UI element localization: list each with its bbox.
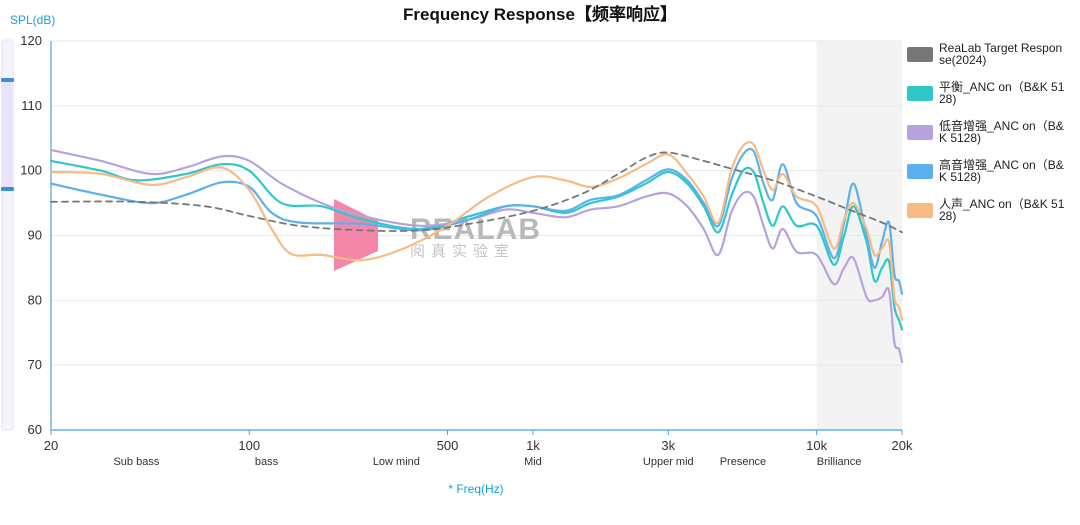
band-label: Upper mid	[643, 456, 694, 468]
legend-label: 低音增强_ANC on（B&	[939, 118, 1064, 133]
legend-swatch	[907, 86, 933, 101]
chart-title: Frequency Response【频率响应】	[403, 4, 677, 24]
x-tick-label: 3k	[661, 438, 675, 453]
legend-item-1[interactable]: 平衡_ANC on（B&K 5128)	[907, 80, 1065, 106]
legend-label: K 5128)	[939, 131, 981, 145]
legend-item-0[interactable]: ReaLab Target Response(2024)	[907, 41, 1062, 67]
legend-item-3[interactable]: 高音增强_ANC on（B&K 5128)	[907, 157, 1064, 184]
legend-label: se(2024)	[939, 53, 986, 67]
legend-swatch	[907, 125, 933, 140]
slider-handle-bottom[interactable]	[1, 187, 14, 191]
y-tick-label: 70	[28, 357, 42, 372]
legend-label: 28)	[939, 92, 956, 106]
slider-range[interactable]	[2, 80, 13, 189]
series-line-2	[49, 148, 904, 363]
legend: ReaLab Target Response(2024) 平衡_ANC on（B&…	[907, 41, 1065, 223]
x-tick-label: 20	[44, 438, 58, 453]
legend-label: 平衡_ANC on（B&K 51	[939, 80, 1065, 94]
legend-item-4[interactable]: 人声_ANC on（B&K 5128)	[907, 197, 1065, 223]
legend-swatch	[907, 47, 933, 62]
slider-handle-top[interactable]	[1, 78, 14, 82]
y-tick-label: 90	[28, 228, 42, 243]
x-tick-label: 20k	[892, 438, 913, 453]
legend-label: 28)	[939, 209, 956, 223]
y-tick-label: 110	[21, 98, 42, 113]
plot-area: 60 70 80 90 100 110 120 20 100 500 1k 3k 10k 20k Sub b…	[20, 33, 913, 468]
legend-item-2[interactable]: 低音增强_ANC on（B&K 5128)	[907, 118, 1064, 145]
band-label: Presence	[720, 456, 766, 468]
series-line-0	[50, 151, 903, 234]
legend-label: 人声_ANC on（B&K 51	[939, 197, 1065, 211]
x-tick-label: 1k	[526, 438, 540, 453]
legend-label: ReaLab Target Respon	[939, 41, 1062, 55]
x-tick-label: 10k	[806, 438, 827, 453]
band-label: bass	[255, 456, 279, 468]
y-tick-label: 100	[20, 163, 42, 178]
band-label: Low mind	[373, 456, 420, 468]
y-axis-label: SPL(dB)	[10, 13, 55, 27]
legend-label: 高音增强_ANC on（B&	[939, 157, 1064, 172]
x-axis-label: * Freq(Hz)	[448, 482, 503, 496]
watermark-subtitle: 阅真实验室	[410, 242, 515, 260]
y-zoom-slider[interactable]	[1, 39, 14, 431]
band-label: Sub bass	[113, 456, 159, 468]
series-line-1	[49, 159, 904, 331]
band-label: Mid	[524, 456, 542, 468]
y-tick-label: 120	[20, 33, 42, 48]
y-tick-label: 60	[28, 422, 42, 437]
band-label: Brilliance	[817, 456, 862, 468]
legend-swatch	[907, 203, 933, 218]
y-tick-label: 80	[28, 292, 42, 307]
legend-swatch	[907, 164, 933, 179]
legend-label: K 5128)	[939, 170, 981, 184]
x-tick-label: 500	[437, 438, 459, 453]
x-tick-label: 100	[238, 438, 260, 453]
